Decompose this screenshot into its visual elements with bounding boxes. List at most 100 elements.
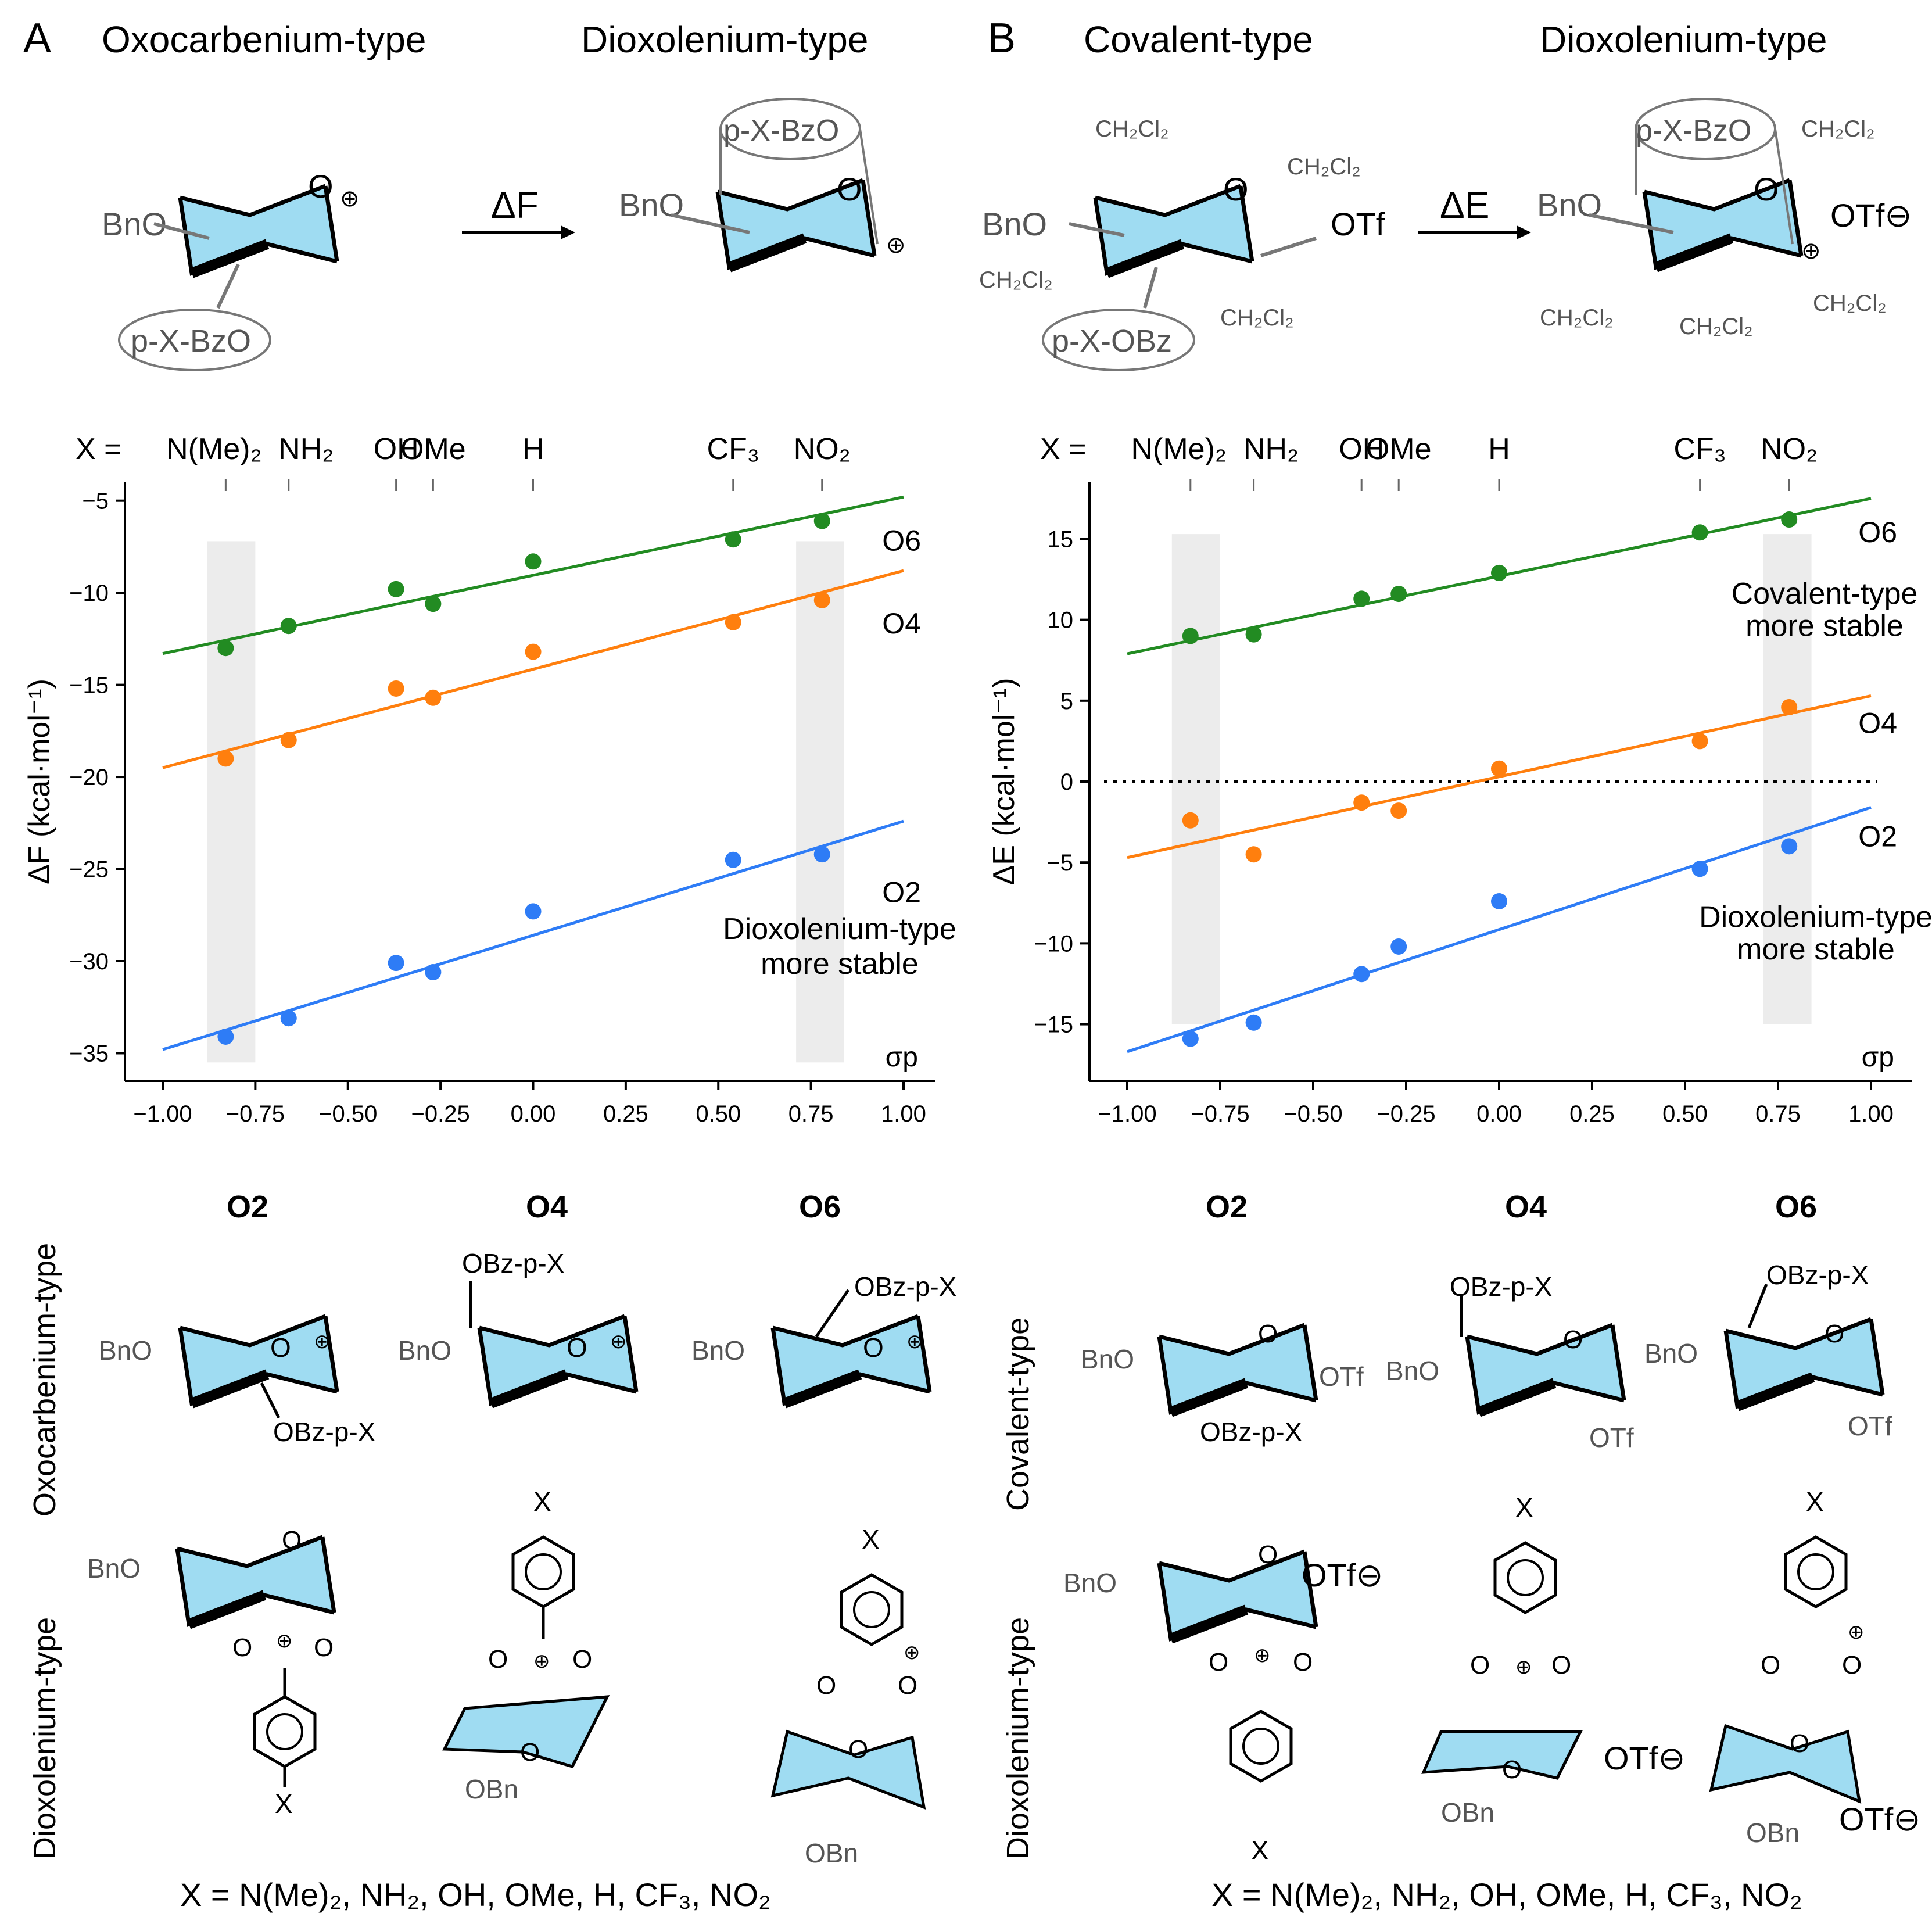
shaded-region-0 — [207, 541, 256, 1063]
o-a1: O — [270, 1332, 291, 1363]
o-b4b: O — [1209, 1648, 1228, 1676]
bno-a1: BnO — [99, 1335, 152, 1366]
substituent-label: N(Me)₂ — [1131, 432, 1227, 466]
obn-a5: OBn — [465, 1774, 518, 1804]
solvent-8: CH₂Cl₂ — [1813, 291, 1887, 316]
data-point-O6 — [1353, 590, 1370, 607]
ring-o-label-2: O — [837, 171, 862, 207]
obz-a1: OBz-p-X — [273, 1417, 375, 1447]
x-tick-label: 0.50 — [1662, 1101, 1708, 1127]
y-tick-label: −10 — [69, 581, 109, 606]
substituent-label: OH — [1339, 432, 1384, 466]
panel-b-title-left: Covalent-type — [1084, 19, 1313, 60]
data-point-O6 — [1390, 586, 1407, 603]
x-tick-label: 0.25 — [603, 1101, 648, 1127]
col-b-o2: O2 — [1206, 1189, 1248, 1224]
data-point-O2 — [1390, 938, 1407, 955]
obz-b1: OBz-p-X — [1200, 1417, 1302, 1447]
x-tick-label: 0.75 — [788, 1101, 834, 1127]
o-a6c: O — [848, 1735, 868, 1764]
row-a-top-label: Oxocarbenium-type — [27, 1243, 62, 1517]
struct-b-o2-top — [1159, 1325, 1316, 1412]
data-point-O4 — [725, 614, 741, 630]
o-b6b: O — [1842, 1651, 1862, 1679]
data-point-O2 — [1245, 1014, 1262, 1031]
data-point-O2 — [280, 1010, 297, 1027]
x-tick-label: −0.75 — [226, 1101, 285, 1127]
o-b4: O — [1258, 1540, 1278, 1569]
x-tick-label: −0.50 — [1284, 1101, 1342, 1127]
col-a-o6: O6 — [799, 1189, 841, 1224]
o-a4: O — [282, 1526, 302, 1554]
struct-b-o4-top — [1467, 1325, 1624, 1412]
data-point-O2 — [725, 851, 741, 868]
x-tick-label: −1.00 — [1098, 1101, 1156, 1127]
solvent-2: CH₂Cl₂ — [1287, 154, 1361, 180]
y-tick-label: −30 — [69, 949, 109, 974]
x-b5: X — [1515, 1492, 1533, 1522]
y-tick-label: −20 — [69, 765, 109, 790]
data-point-O2 — [388, 955, 404, 972]
x-a6: X — [862, 1524, 880, 1554]
o-b4c: O — [1293, 1648, 1313, 1676]
data-point-O2 — [813, 846, 830, 863]
x-b6: X — [1806, 1486, 1824, 1517]
data-point-O2 — [1353, 966, 1370, 983]
bno-b1: BnO — [1081, 1344, 1134, 1374]
series-label-O6: O6 — [1858, 516, 1897, 549]
data-point-O4 — [1781, 698, 1798, 715]
otf-label: OTf — [1331, 206, 1385, 242]
bno-label-b2: BnO — [1537, 187, 1602, 223]
otf-anion-label: OTf⊖ — [1830, 197, 1912, 234]
bno-b3: BnO — [1644, 1338, 1698, 1368]
data-point-O6 — [280, 618, 297, 635]
panel-b-scheme: B Covalent-type Dioxolenium-type CH₂Cl₂ … — [979, 15, 1912, 371]
solvent-7: CH₂Cl₂ — [1679, 314, 1753, 339]
obz-b3: OBz-p-X — [1766, 1260, 1869, 1290]
x-tick-label: 0.00 — [511, 1101, 556, 1127]
bno-a2: BnO — [398, 1335, 451, 1366]
data-point-O6 — [425, 596, 442, 612]
bno-label-2: BnO — [619, 187, 684, 223]
chart-a: −1.00 −0.75 −0.50 −0.25 0.00 0.25 0.50 0.75 1.00… — [23, 432, 956, 1127]
o-b6a: O — [1761, 1651, 1780, 1679]
ester-ellipse — [118, 309, 271, 371]
plus-b6: ⊕ — [1848, 1621, 1865, 1643]
data-point-O6 — [1491, 564, 1507, 581]
x-tick-label: 0.00 — [1476, 1101, 1522, 1127]
data-point-O4 — [1353, 794, 1370, 811]
o-a2: O — [567, 1332, 587, 1363]
obz-a2: OBz-p-X — [462, 1248, 564, 1278]
data-point-O6 — [217, 640, 234, 657]
data-point-O4 — [525, 643, 542, 660]
y-tick-label: −15 — [1034, 1012, 1073, 1038]
annotation-dioxolenium-2: more stable — [761, 947, 919, 981]
x-a4: X — [275, 1789, 293, 1819]
data-point-O4 — [813, 592, 830, 608]
otf-anion-b4: OTf⊖ — [1302, 1557, 1383, 1593]
data-point-O6 — [388, 581, 404, 597]
ester-label: p-X-BzO — [131, 324, 251, 359]
x-equals-label: X = — [76, 432, 122, 466]
data-point-O4 — [388, 680, 404, 697]
row-b-top-label: Covalent-type — [1001, 1317, 1035, 1511]
o-b5c: O — [1502, 1755, 1522, 1784]
x-tick-label: 0.50 — [696, 1101, 741, 1127]
data-point-O2 — [1182, 1030, 1199, 1047]
struct-b-o2-bottom — [1159, 1552, 1316, 1639]
y-tick-label: 5 — [1060, 689, 1073, 714]
data-point-O2 — [525, 903, 542, 920]
o-b2: O — [1563, 1325, 1583, 1354]
arrow-label: ΔF — [491, 184, 539, 226]
chart-b: −1.00 −0.75 −0.50 −0.25 0.00 0.25 0.50 0.75 1.00… — [987, 432, 1932, 1127]
x-tick-label: 0.75 — [1755, 1101, 1801, 1127]
obz-a3: OBz-p-X — [854, 1271, 956, 1302]
col-a-o2: O2 — [227, 1189, 268, 1224]
col-b-o6: O6 — [1775, 1189, 1817, 1224]
o-a6b: O — [898, 1671, 917, 1700]
x-axis-label: σp — [886, 1042, 918, 1073]
y-axis-label: ΔE (kcal·mol⁻¹) — [987, 678, 1021, 886]
x-equals-label: X = — [1040, 432, 1087, 466]
data-point-O2 — [425, 964, 442, 981]
